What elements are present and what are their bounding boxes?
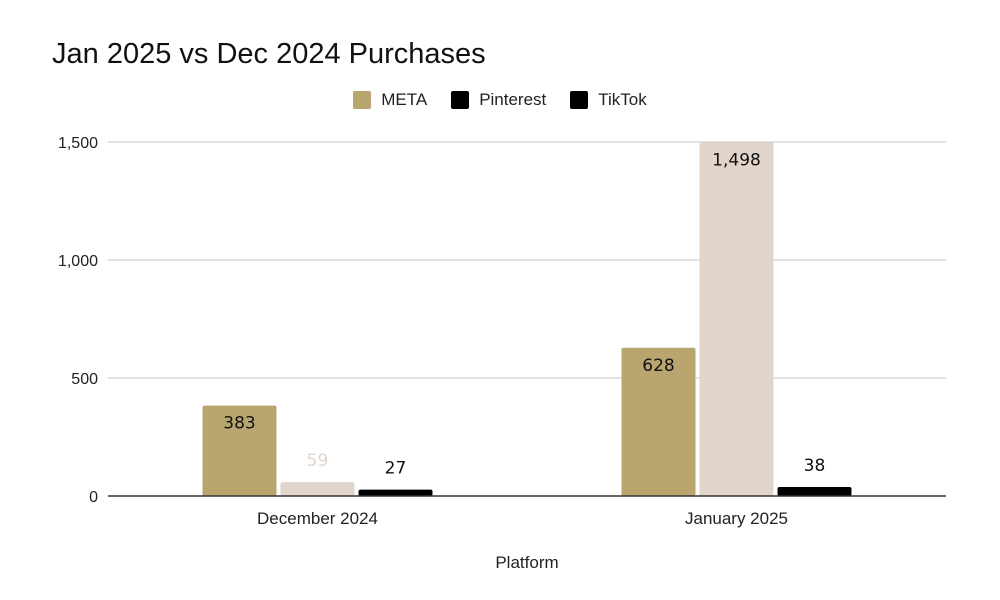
x-tick-label: January 2025 (685, 509, 788, 528)
legend-swatch-meta (353, 91, 372, 109)
data-labels: 383 59 27 628 1,498 38 (223, 150, 825, 478)
legend: META Pinterest TikTok (0, 90, 1000, 110)
bar-tiktok-1 (777, 487, 852, 496)
legend-swatch-pinterest (451, 91, 470, 109)
y-tick-label: 500 (71, 371, 98, 388)
bar-meta-0 (202, 405, 277, 496)
chart-title: Jan 2025 vs Dec 2024 Purchases (52, 38, 486, 70)
data-label: 59 (307, 451, 329, 471)
data-label: 383 (223, 414, 255, 434)
legend-item-tiktok[interactable]: TikTok (570, 90, 647, 110)
data-label: 1,498 (712, 150, 761, 170)
legend-item-meta[interactable]: META (353, 90, 427, 110)
y-tick-label: 1,500 (58, 135, 98, 152)
y-tick-label: 1,000 (58, 253, 98, 270)
x-tick-label: December 2024 (257, 509, 378, 528)
legend-label-tiktok: TikTok (598, 90, 647, 109)
legend-swatch-tiktok (570, 91, 589, 109)
x-axis-ticks: December 2024 January 2025 (257, 509, 788, 528)
data-label: 27 (385, 459, 407, 479)
legend-label-meta: META (381, 90, 428, 109)
legend-label-pinterest: Pinterest (479, 90, 547, 109)
bar-pinterest-1 (699, 142, 774, 497)
y-axis-ticks: 0 500 1,000 1,500 (58, 135, 98, 506)
bars (202, 142, 852, 497)
y-tick-label: 0 (89, 489, 98, 506)
gridlines (108, 141, 946, 379)
legend-item-pinterest[interactable]: Pinterest (451, 90, 546, 110)
bar-pinterest-0 (280, 482, 355, 496)
bar-tiktok-0 (358, 489, 433, 496)
x-axis-label: Platform (495, 553, 558, 572)
bar-meta-1 (621, 347, 696, 496)
data-label: 38 (804, 456, 826, 476)
data-label: 628 (642, 356, 674, 376)
